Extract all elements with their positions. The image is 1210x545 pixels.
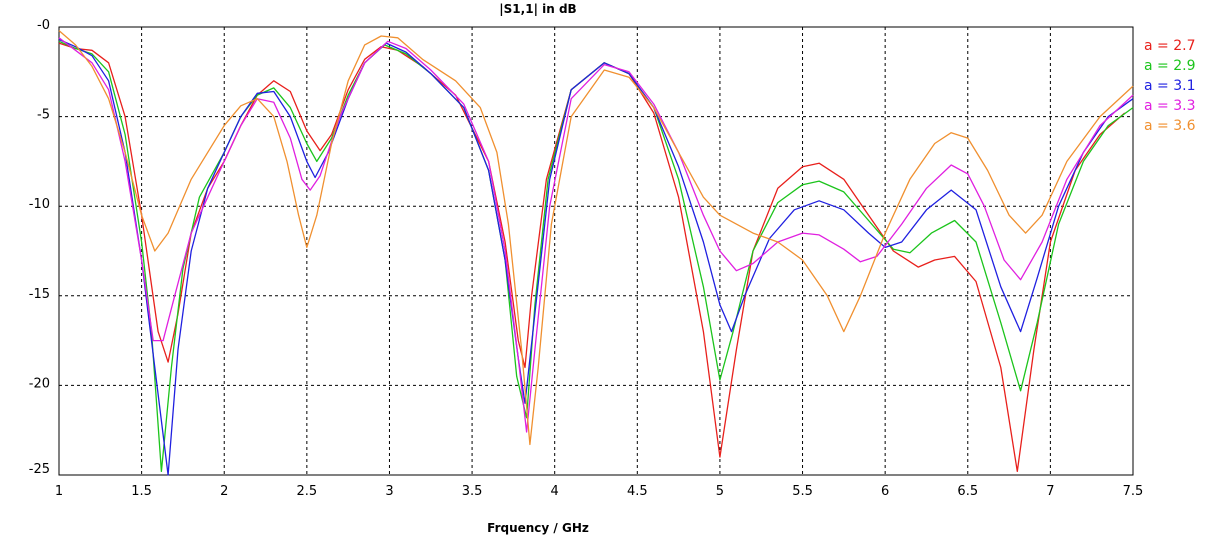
series-line-3 — [58, 38, 1134, 476]
legend: a = 2.7 a = 2.9 a = 3.1 a = 3.3 a = 3.6 — [1144, 38, 1196, 134]
series-line-5 — [58, 30, 1134, 446]
y-tick-label: -25 — [29, 462, 50, 477]
x-tick-label: 7.5 — [1123, 484, 1144, 499]
x-tick-labels: 1 1.5 2 2.5 3 3.5 4 4.5 5 5.5 6 6.5 7 7.5 — [55, 484, 1143, 499]
y-tick-label: -0 — [37, 18, 50, 33]
legend-entry: a = 2.9 — [1144, 58, 1195, 74]
y-tick-label: -20 — [29, 376, 50, 391]
plot-frame — [58, 26, 1134, 476]
series-lines — [58, 30, 1134, 476]
chart-title: |S1,1| in dB — [499, 2, 576, 16]
x-tick-label: 4 — [551, 484, 559, 499]
y-tick-label: -15 — [29, 287, 50, 302]
series-line-2 — [58, 40, 1134, 473]
y-tick-label: -5 — [37, 108, 50, 123]
legend-entry: a = 3.3 — [1144, 98, 1195, 114]
x-tick-label: 1.5 — [131, 484, 152, 499]
x-tick-label: 2 — [220, 484, 228, 499]
x-tick-label: 3 — [385, 484, 393, 499]
series-line-1 — [58, 42, 1126, 473]
x-tick-label: 6 — [881, 484, 889, 499]
grid-lines — [59, 27, 1133, 475]
x-tick-label: 7 — [1046, 484, 1054, 499]
x-tick-label: 6.5 — [957, 484, 978, 499]
legend-entry: a = 2.7 — [1144, 38, 1195, 54]
x-tick-label: 4.5 — [627, 484, 648, 499]
y-tick-label: -10 — [29, 197, 50, 212]
legend-entry: a = 3.6 — [1144, 118, 1196, 134]
x-tick-label: 5 — [716, 484, 724, 499]
x-tick-label: 1 — [55, 484, 63, 499]
legend-entry: a = 3.1 — [1144, 78, 1195, 94]
series-line-4 — [58, 37, 1134, 433]
x-tick-label: 5.5 — [792, 484, 813, 499]
x-tick-label: 3.5 — [462, 484, 483, 499]
y-tick-labels: -0 -5 -10 -15 -20 -25 — [29, 18, 50, 477]
x-axis-label: Frquency / GHz — [487, 521, 589, 535]
x-tick-label: 2.5 — [297, 484, 318, 499]
